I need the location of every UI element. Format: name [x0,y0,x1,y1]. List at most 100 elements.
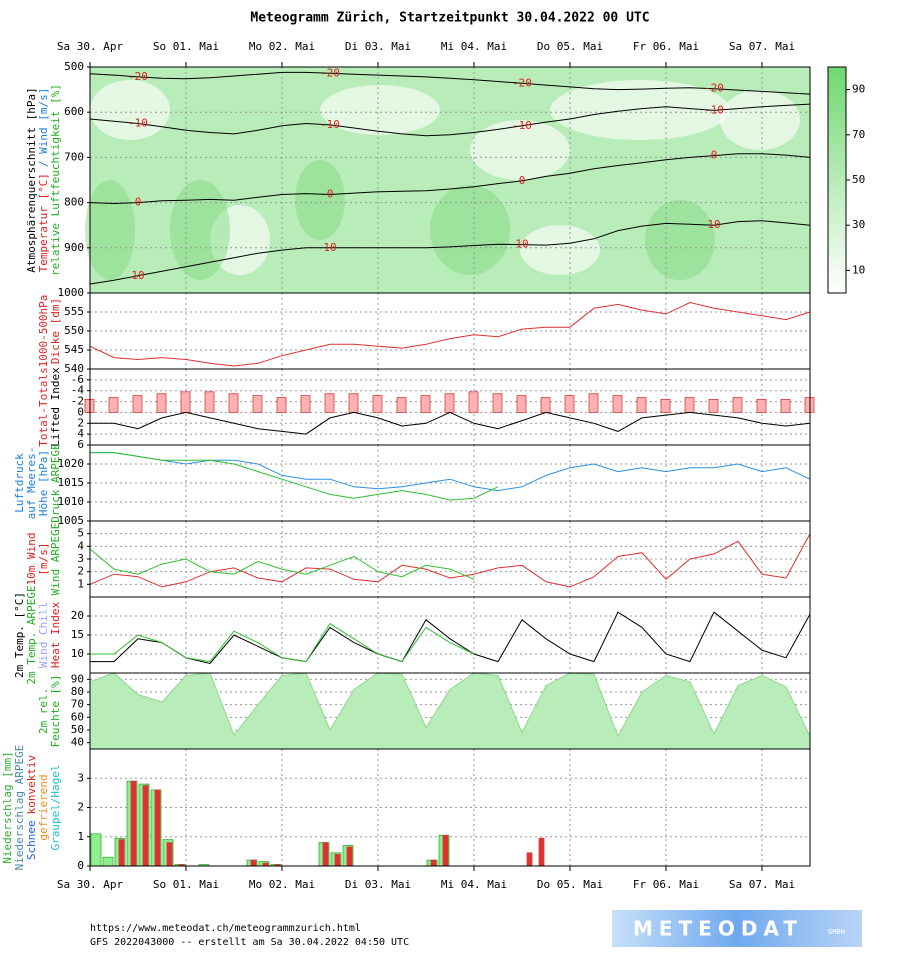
bar [276,397,287,413]
y-tick-label: 10 [71,647,84,660]
isotherm-label: -10 [320,118,340,131]
isotherm-label: 0 [519,174,526,187]
x-tick-label: So 01. Mai [153,878,219,891]
y-tick-label: 90 [71,672,84,685]
isotherm-label: -20 [704,82,724,95]
y-axis-label: Niederschlag [mm] [1,751,14,864]
y-axis-label-part: [m/s] [37,542,50,575]
y-tick-label: 70 [71,698,84,711]
y-axis-label-part: gefrierend [37,774,50,840]
y-axis-label-part: relative Luftfeuchtigkeit [%] [49,84,62,276]
y-axis-label: Druck ARPEGE [49,443,62,522]
bar [430,859,437,867]
line [89,301,811,367]
x-tick-label: Fr 06. Mai [633,878,699,891]
colorbar-tick-label: 70 [852,128,865,141]
bar [756,398,767,413]
panels: Sa 30. Apr So 01. Mai Mo 02. Mai Di 03. Mai… [1,40,865,891]
y-tick-label: 40 [71,736,84,749]
y-tick-label: 540 [64,362,84,375]
bar [708,398,719,413]
y-tick-label: 700 [64,150,84,163]
y-axis-label-part: Graupel/Hagel [49,764,62,850]
y-tick-label: 2 [77,565,84,578]
y-axis-label-part: Niederschlag ARPEGE [13,745,26,871]
y-tick-label: -2 [71,395,84,408]
bar [732,397,743,413]
isotherm-label: -10 [128,117,148,130]
humidity-light [320,85,440,135]
y-axis-label: Atmosphärenquerschnitt [hPa] [25,87,38,272]
bar [372,395,383,413]
y-tick-label: 1020 [58,457,85,470]
isotherm [89,220,811,285]
isotherm [89,71,811,95]
y-axis-label: 2m Temp. ARPEGE [25,585,38,684]
y-axis-label-part: Atmosphärenquerschnitt [hPa] [25,87,38,272]
colorbar-tick-label: 90 [852,83,865,96]
bar [90,833,102,867]
y-axis-label-part: konvektiv [25,754,38,814]
y-axis-label-part: Temperatur [°C] [37,173,50,272]
line [89,548,475,580]
humidity-dark [645,200,715,280]
y-axis-label-part: Total-Totals [37,367,50,446]
bar [516,395,527,413]
y-axis-label: Höhe [hPa] [37,450,50,516]
bar [660,398,671,413]
isotherm-label: -10 [512,119,532,132]
isotherm-label: 0 [711,149,718,162]
y-axis-label: relative Luftfeuchtigkeit [%] [49,84,62,276]
bar [324,393,335,413]
footer-url: https://www.meteodat.ch/meteogrammzurich… [90,923,361,934]
bar [444,393,455,413]
isotherm-label: 10 [515,238,528,251]
line [90,622,475,663]
y-tick-label: 550 [64,324,84,337]
y-axis-label: Wind Chill [37,602,50,668]
bar [322,842,329,867]
x-tick-label: Sa 07. Mai [729,878,795,891]
y-tick-label: 900 [64,241,84,254]
colorbar-tick-label: 10 [852,263,865,276]
line [90,411,811,435]
y-axis-label: Temperatur [°C] / Wind [m/s] [37,88,50,273]
bar [348,393,359,413]
y-axis-label: auf Meeres- [25,447,38,520]
bar [166,842,173,867]
humidity-light [90,80,170,140]
y-axis-label: Wind ARPEGE [49,523,62,596]
bar [468,391,479,413]
panel-frame [89,748,811,867]
bar [204,391,215,413]
title: Meteogramm Zürich, Startzeitpunkt 30.04.… [250,11,649,26]
y-tick-label: -4 [71,384,85,397]
y-axis-label: Luftdruck [13,453,26,513]
bar [442,834,449,867]
y-axis-label: [m/s] [37,542,50,575]
line [89,533,811,588]
humidity-light [720,90,800,150]
line [90,452,811,492]
y-tick-label: 5 [77,527,84,540]
humidity-dark [85,180,135,280]
humidity-light [550,80,730,140]
y-tick-label: 4 [77,427,84,440]
colorbar [827,66,847,294]
y-axis-label-part: Niederschlag [mm] [1,751,14,864]
y-axis-label-part: auf Meeres- [25,447,38,520]
x-tick-label: Fr 06. Mai [633,40,699,53]
y-axis-label: 2m Temp. [°C] [13,592,26,678]
bar [346,846,353,867]
isotherm-label: 0 [327,187,334,200]
y-axis-label: 10m Wind [25,533,38,586]
bar [636,397,647,413]
y-axis-label-part: Schnee [25,820,38,860]
x-tick-label: Di 03. Mai [345,878,411,891]
bar [118,839,125,867]
y-axis-label: 2m rel. [37,688,50,734]
area [89,672,811,750]
isotherm-label: 10 [131,269,144,282]
x-tick-label: Mi 04. Mai [441,878,507,891]
y-tick-label: 1015 [58,476,85,489]
